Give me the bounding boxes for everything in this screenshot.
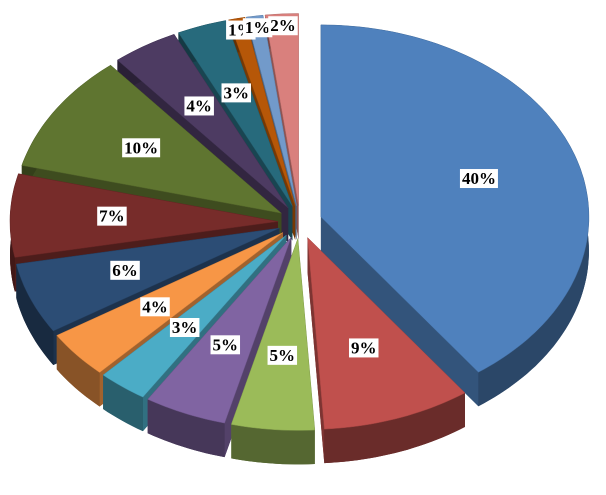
slice-group — [230, 238, 316, 465]
data-label-bg — [110, 260, 140, 280]
data-label-bg — [140, 297, 170, 317]
data-label: 2% — [270, 16, 296, 35]
slice — [178, 20, 293, 207]
slice — [56, 232, 284, 373]
data-label: 9% — [351, 338, 377, 357]
slice-rim — [324, 392, 465, 464]
data-label: 10% — [124, 138, 158, 157]
data-label: 40% — [462, 169, 496, 188]
data-label-bg — [169, 318, 200, 338]
slice-group — [307, 236, 466, 464]
data-label: 3% — [172, 318, 198, 337]
data-label: 6% — [112, 261, 138, 280]
slice — [320, 24, 590, 373]
slice — [15, 227, 280, 332]
slice-rim — [231, 424, 315, 465]
data-label: 1% — [245, 18, 271, 37]
data-label: 3% — [224, 83, 250, 102]
slice — [147, 236, 292, 424]
data-label: 4% — [186, 96, 212, 115]
slice-rim — [147, 399, 225, 458]
data-label-bg — [268, 16, 298, 36]
slice — [230, 238, 316, 431]
slice — [245, 14, 297, 206]
slice-rim — [56, 335, 100, 407]
data-label-bg — [97, 206, 127, 226]
slice-wall — [307, 237, 325, 464]
data-label-bg — [221, 83, 252, 103]
data-label-bg — [242, 18, 273, 38]
data-label-bg — [348, 338, 379, 358]
slice-rim — [103, 375, 143, 432]
data-label-bg — [122, 138, 161, 158]
slice-wall — [320, 216, 479, 407]
slice — [228, 17, 296, 206]
slice — [9, 173, 279, 258]
data-label: 5% — [270, 346, 296, 365]
slice — [102, 234, 287, 398]
data-label-bg — [267, 345, 298, 365]
data-label-bg — [459, 169, 498, 189]
slice-group — [320, 24, 590, 407]
data-label: 5% — [213, 335, 239, 354]
data-label: 4% — [142, 297, 168, 316]
slice-rim — [16, 264, 54, 365]
slice — [116, 33, 289, 209]
slice — [264, 13, 299, 206]
data-label-bg — [210, 335, 241, 355]
data-label-bg — [184, 96, 214, 116]
data-label: 7% — [99, 207, 125, 226]
slice — [307, 236, 466, 430]
